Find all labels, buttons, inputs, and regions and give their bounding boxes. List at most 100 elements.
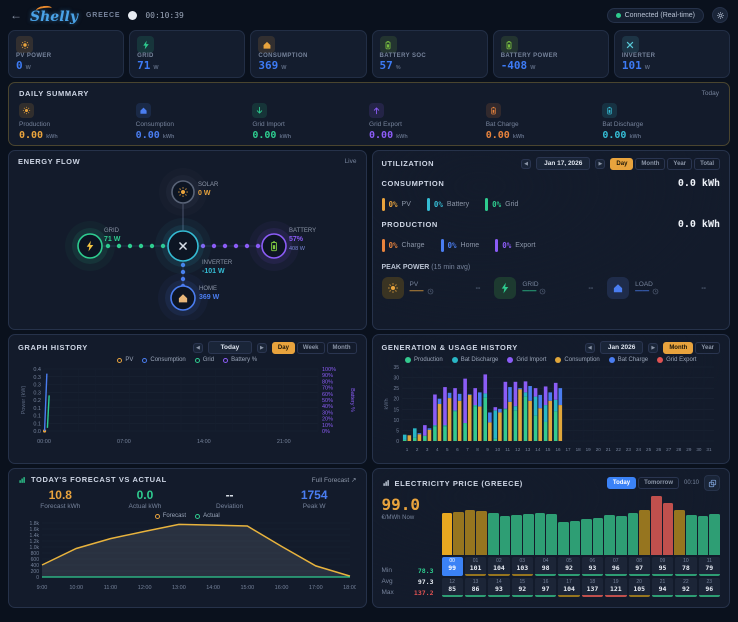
- gen-range-selector[interactable]: Jan 2026: [600, 341, 643, 354]
- price-cell-h19[interactable]: 19121: [605, 578, 626, 597]
- price-cell-h07[interactable]: 0796: [605, 557, 626, 576]
- price-cell-h22[interactable]: 2292: [675, 578, 696, 597]
- bar-generation-day11[interactable]: [503, 382, 507, 409]
- bar-usage-day2[interactable]: [417, 434, 421, 441]
- bar-generation-day3[interactable]: [423, 425, 427, 436]
- bar-usage-day10[interactable]: [498, 409, 502, 413]
- date-selector[interactable]: Jan 17, 2026: [536, 157, 590, 170]
- bar-generation-day15[interactable]: [543, 405, 547, 422]
- bar-usage-day6[interactable]: [457, 401, 461, 441]
- price-cell-h03[interactable]: 03103: [512, 557, 533, 576]
- price-cell-h14[interactable]: 1493: [488, 578, 509, 597]
- price-bar-h13[interactable]: [593, 518, 604, 555]
- tab-month[interactable]: Month: [635, 158, 665, 170]
- bar-generation-day16[interactable]: [553, 400, 557, 412]
- bar-generation-day14[interactable]: [533, 416, 537, 441]
- bar-usage-day12[interactable]: [518, 389, 522, 441]
- price-cell-h15[interactable]: 1592: [512, 578, 533, 597]
- tab-today[interactable]: Today: [607, 477, 636, 489]
- bar-generation-day9[interactable]: [483, 393, 487, 397]
- price-bar-h17[interactable]: [639, 510, 650, 555]
- price-cell-h17[interactable]: 17104: [558, 578, 579, 597]
- tab-month[interactable]: Month: [663, 342, 693, 354]
- bar-generation-day10[interactable]: [493, 439, 497, 441]
- full-forecast-link[interactable]: Full Forecast ↗: [312, 476, 357, 484]
- bar-generation-day2[interactable]: [412, 438, 416, 441]
- bar-usage-day9[interactable]: [488, 422, 492, 441]
- date-prev-button[interactable]: ◀: [521, 159, 531, 169]
- bar-generation-day15[interactable]: [543, 422, 547, 441]
- bar-generation-day11[interactable]: [503, 409, 507, 410]
- tab-day[interactable]: Day: [272, 342, 295, 354]
- bar-generation-day10[interactable]: [493, 407, 497, 410]
- bar-generation-day6[interactable]: [453, 410, 457, 411]
- bar-generation-day8[interactable]: [473, 406, 477, 441]
- bar-usage-day14[interactable]: [538, 408, 542, 441]
- bar-generation-day7[interactable]: [463, 423, 467, 441]
- bar-generation-day1[interactable]: [402, 435, 406, 440]
- bar-generation-day10[interactable]: [493, 410, 497, 439]
- price-bar-h23[interactable]: [709, 514, 720, 555]
- flow-node-inverter[interactable]: [168, 231, 198, 261]
- bar-generation-day1[interactable]: [402, 440, 406, 441]
- flow-node-solar[interactable]: [172, 181, 194, 203]
- bar-usage-day4[interactable]: [437, 404, 441, 441]
- bar-generation-day11[interactable]: [503, 409, 507, 441]
- price-bar-h04[interactable]: [488, 513, 499, 555]
- bar-usage-day5[interactable]: [447, 398, 451, 441]
- price-bar-h12[interactable]: [581, 519, 592, 555]
- flow-node-battery[interactable]: [262, 234, 286, 258]
- tab-week[interactable]: Week: [297, 342, 325, 354]
- price-cell-h06[interactable]: 0693: [582, 557, 603, 576]
- bar-usage-day10[interactable]: [498, 412, 502, 441]
- price-cell-h16[interactable]: 1697: [535, 578, 556, 597]
- bar-generation-day4[interactable]: [433, 394, 437, 425]
- gen-prev-button[interactable]: ◀: [585, 343, 595, 353]
- bar-generation-day9[interactable]: [483, 374, 487, 393]
- price-cell-h04[interactable]: 0498: [535, 557, 556, 576]
- bar-generation-day12[interactable]: [513, 406, 517, 410]
- price-cell-h05[interactable]: 0592: [558, 557, 579, 576]
- bar-generation-day3[interactable]: [423, 436, 427, 441]
- bar-usage-day6[interactable]: [457, 394, 461, 401]
- bar-generation-day7[interactable]: [463, 379, 467, 423]
- graph-range-selector[interactable]: Today: [208, 341, 252, 354]
- price-bar-h16[interactable]: [628, 513, 639, 555]
- bar-generation-day5[interactable]: [443, 426, 447, 441]
- price-cell-h21[interactable]: 2194: [652, 578, 673, 597]
- bar-usage-day3[interactable]: [427, 428, 431, 429]
- bar-usage-day16[interactable]: [558, 388, 562, 405]
- status-dot[interactable]: [128, 11, 137, 20]
- price-bar-h09[interactable]: [546, 514, 557, 555]
- gen-next-button[interactable]: ▶: [648, 343, 658, 353]
- bar-generation-day8[interactable]: [473, 388, 477, 405]
- tab-month[interactable]: Month: [327, 342, 357, 354]
- price-cell-h10[interactable]: 1078: [675, 557, 696, 576]
- price-bar-h01[interactable]: [453, 512, 464, 555]
- bar-generation-day6[interactable]: [453, 388, 457, 410]
- bar-usage-day11[interactable]: [508, 402, 512, 441]
- bar-generation-day4[interactable]: [433, 426, 437, 441]
- bar-generation-day16[interactable]: [553, 383, 557, 400]
- bar-generation-day13[interactable]: [523, 397, 527, 441]
- bar-usage-day11[interactable]: [508, 387, 512, 402]
- bar-usage-day8[interactable]: [477, 407, 481, 441]
- bar-generation-day13[interactable]: [523, 381, 527, 392]
- price-bar-h15[interactable]: [616, 516, 627, 555]
- bar-usage-day9[interactable]: [488, 412, 492, 422]
- price-bar-h06[interactable]: [511, 515, 522, 555]
- bar-generation-day9[interactable]: [483, 398, 487, 441]
- flow-node-home[interactable]: [171, 286, 195, 310]
- bar-usage-day7[interactable]: [467, 394, 471, 395]
- price-bar-h10[interactable]: [558, 522, 569, 555]
- price-cell-h02[interactable]: 02104: [488, 557, 509, 576]
- stat-card-grid[interactable]: GRID71W: [129, 30, 245, 78]
- bar-generation-day5[interactable]: [443, 387, 447, 425]
- bar-usage-day8[interactable]: [477, 392, 481, 406]
- price-bar-h11[interactable]: [570, 521, 581, 555]
- price-bar-h05[interactable]: [500, 516, 511, 555]
- graph-prev-button[interactable]: ◀: [193, 343, 203, 353]
- bar-usage-day13[interactable]: [528, 401, 532, 441]
- price-cell-h18[interactable]: 18137: [582, 578, 603, 597]
- price-cell-h09[interactable]: 0995: [652, 557, 673, 576]
